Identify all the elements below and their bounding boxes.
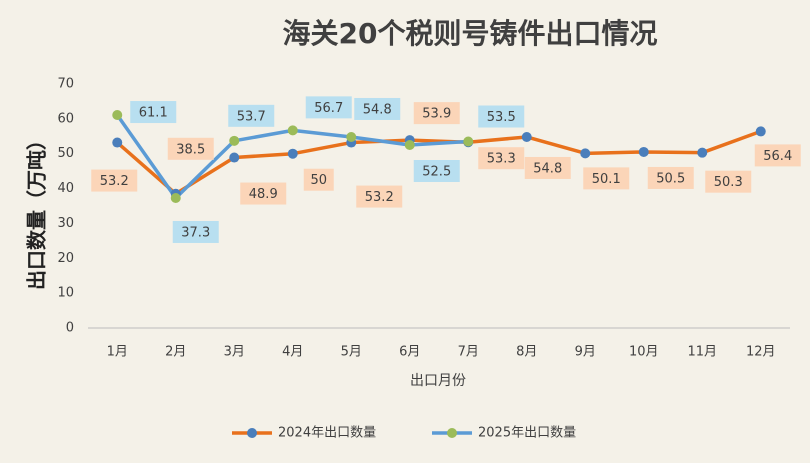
data-point xyxy=(755,126,766,137)
data-point xyxy=(287,148,298,159)
x-tick-label: 11月 xyxy=(687,345,717,360)
legend: 2024年出口数量 2025年出口数量 xyxy=(232,426,576,441)
data-label: 53.3 xyxy=(487,152,516,167)
data-label-box xyxy=(754,144,801,167)
data-label: 50.1 xyxy=(592,172,621,187)
legend-marker xyxy=(247,428,257,438)
y-tick-label: 60 xyxy=(57,111,74,126)
y-tick-label: 20 xyxy=(57,251,74,266)
data-label-box xyxy=(583,167,630,190)
data-label-box xyxy=(167,137,214,160)
data-label: 48.9 xyxy=(249,187,278,202)
data-label: 54.8 xyxy=(363,102,392,117)
x-tick-label: 2月 xyxy=(165,345,186,360)
data-label-box xyxy=(413,160,460,182)
data-label-box xyxy=(413,102,460,125)
data-label: 53.7 xyxy=(237,109,266,124)
data-point xyxy=(580,148,591,159)
y-tick-label: 40 xyxy=(57,181,74,196)
x-tick-label: 5月 xyxy=(341,345,362,360)
data-point xyxy=(287,125,298,136)
data-label-box xyxy=(172,220,219,243)
data-label-box xyxy=(478,105,525,128)
y-tick-label: 50 xyxy=(57,146,74,161)
data-label-box xyxy=(647,166,694,189)
x-tick-label: 4月 xyxy=(282,345,303,360)
data-label: 53.5 xyxy=(487,110,516,125)
data-label: 52.5 xyxy=(422,165,451,180)
series-line xyxy=(116,129,762,196)
legend-marker xyxy=(447,428,457,438)
data-point xyxy=(346,131,357,142)
data-label: 53.2 xyxy=(365,190,394,205)
data-label-box xyxy=(228,104,275,127)
y-tick-label: 30 xyxy=(57,216,74,231)
data-label: 50.3 xyxy=(714,175,743,190)
x-tick-label: 3月 xyxy=(224,345,245,360)
data-label: 61.1 xyxy=(139,106,168,121)
data-point xyxy=(463,136,474,147)
data-label: 50 xyxy=(310,173,327,188)
x-tick-label: 12月 xyxy=(746,345,776,360)
x-tick-label: 10月 xyxy=(629,345,659,360)
data-label-box xyxy=(305,96,352,119)
legend-label: 2025年出口数量 xyxy=(478,426,576,441)
data-point xyxy=(697,147,708,158)
data-point xyxy=(521,131,532,142)
chart-title: 海关20个税则号铸件出口情况 xyxy=(283,17,658,50)
legend-label: 2024年出口数量 xyxy=(278,426,376,441)
x-tick-label: 6月 xyxy=(399,345,420,360)
data-point xyxy=(229,135,240,146)
data-label-box xyxy=(354,97,401,120)
y-axis-title: 出口数量（万吨） xyxy=(25,130,49,290)
data-point xyxy=(170,192,181,203)
data-point xyxy=(112,110,123,121)
y-tick-label: 0 xyxy=(66,321,74,336)
data-label: 53.9 xyxy=(422,107,451,122)
data-label: 50.5 xyxy=(656,171,685,186)
data-point xyxy=(638,146,649,157)
data-label: 53.2 xyxy=(100,174,129,189)
x-tick-label: 9月 xyxy=(575,345,596,360)
data-label-box xyxy=(91,169,138,192)
y-tick-label: 70 xyxy=(57,77,74,92)
x-tick-label: 8月 xyxy=(516,345,537,360)
data-label: 56.4 xyxy=(763,149,792,164)
x-tick-label: 1月 xyxy=(107,345,128,360)
data-label-box xyxy=(303,168,334,191)
data-label: 54.8 xyxy=(533,161,562,176)
data-label-box xyxy=(356,185,403,208)
data-label-box xyxy=(524,156,571,179)
y-tick-label: 10 xyxy=(57,286,74,301)
data-point xyxy=(112,137,123,148)
data-label-box xyxy=(130,101,177,124)
data-label-box xyxy=(478,147,525,170)
x-axis-title: 出口月份 xyxy=(410,373,466,389)
data-point xyxy=(404,140,415,150)
x-tick-label: 7月 xyxy=(458,345,479,360)
data-label-box xyxy=(705,170,752,193)
data-label: 56.7 xyxy=(314,101,343,116)
data-point xyxy=(229,152,240,163)
data-label: 37.3 xyxy=(181,225,210,240)
data-label-box xyxy=(240,182,287,205)
data-label: 38.5 xyxy=(176,142,205,157)
